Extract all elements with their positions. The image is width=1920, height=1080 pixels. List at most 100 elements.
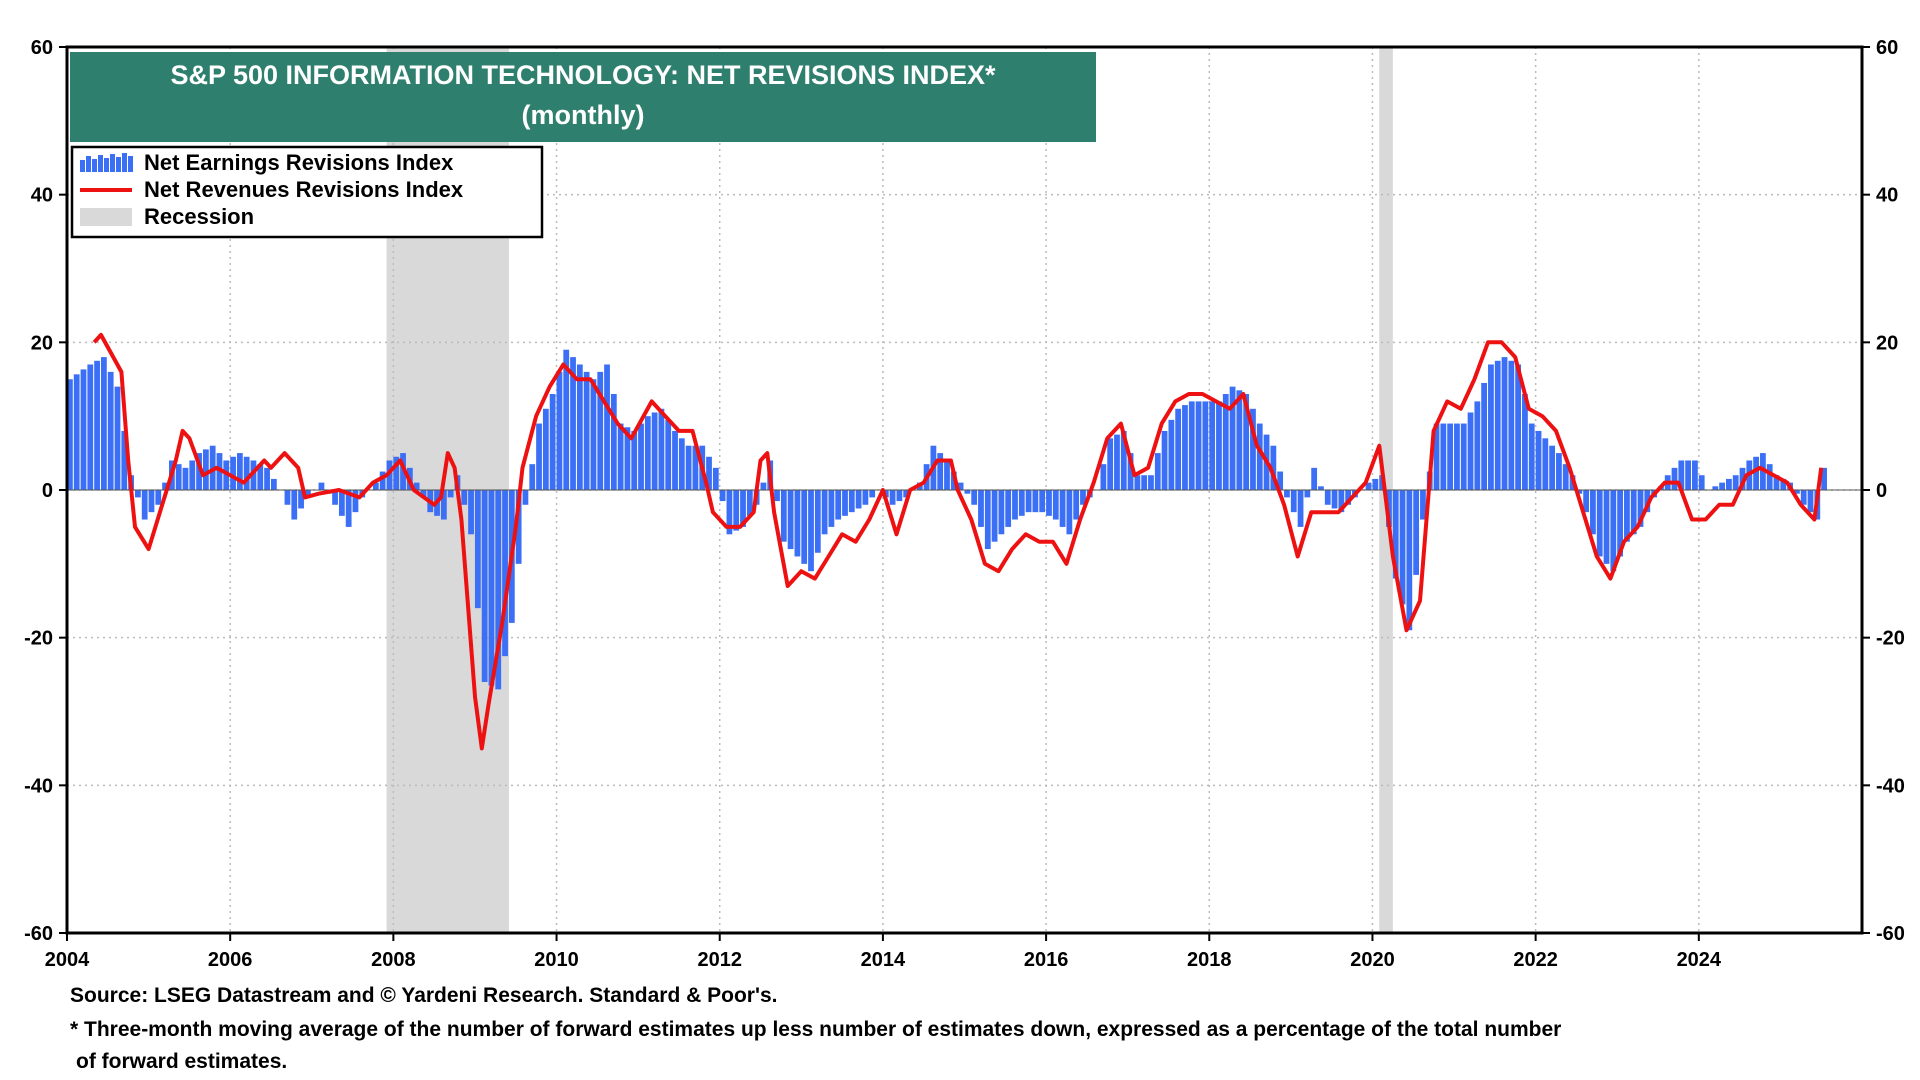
legend-label-revenues: Net Revenues Revisions Index (144, 177, 464, 202)
earnings-bar-70 (542, 408, 549, 490)
xtick-label: 2006 (208, 949, 253, 971)
earnings-bar-166 (1195, 401, 1202, 490)
earnings-bar-24 (230, 456, 236, 490)
earnings-bar-242 (1712, 486, 1719, 490)
earnings-bar-0 (67, 379, 73, 490)
earnings-bar-228 (1617, 490, 1624, 557)
footnote-line-2: of forward estimates. (76, 1050, 288, 1073)
ytick-label-left: -60 (24, 923, 53, 945)
earnings-bar-196 (1399, 490, 1406, 605)
earnings-bar-114 (842, 490, 848, 516)
earnings-bar-134 (978, 490, 984, 527)
earnings-bar-33 (291, 490, 298, 520)
earnings-bar-4 (94, 360, 100, 490)
legend-bar-swatch-part (128, 156, 133, 172)
earnings-bar-105 (780, 490, 787, 542)
earnings-bar-240 (1698, 475, 1705, 490)
xtick-label: 2022 (1513, 949, 1558, 971)
earnings-bar-197 (1406, 490, 1413, 631)
earnings-bar-179 (1284, 490, 1290, 498)
earnings-bar-5 (100, 357, 107, 490)
legend-bar-swatch-part (86, 156, 91, 172)
earnings-bar-6 (107, 371, 114, 490)
xtick-label: 2010 (534, 949, 579, 971)
chart-title: S&P 500 INFORMATION TECHNOLOGY: NET REVI… (170, 60, 996, 90)
earnings-bar-141 (1025, 490, 1032, 513)
earnings-bar-75 (576, 364, 583, 490)
earnings-bar-77 (590, 379, 597, 490)
earnings-bar-40 (338, 490, 345, 516)
earnings-bar-175 (1256, 423, 1263, 490)
earnings-bar-172 (1236, 390, 1243, 490)
earnings-bar-215 (1528, 423, 1535, 490)
earnings-bar-163 (1175, 408, 1182, 490)
earnings-bar-27 (250, 460, 257, 490)
earnings-bar-243 (1719, 482, 1725, 490)
earnings-bar-185 (1324, 490, 1331, 505)
earnings-bar-205 (1460, 423, 1467, 490)
earnings-bar-73 (563, 349, 570, 490)
source-note: Source: LSEG Datastream and © Yardeni Re… (70, 984, 778, 1007)
earnings-bar-164 (1182, 405, 1188, 490)
earnings-bar-64 (502, 490, 508, 657)
earnings-bar-159 (1148, 475, 1154, 490)
earnings-bar-96 (719, 490, 726, 502)
earnings-bar-143 (1039, 490, 1046, 513)
earnings-bar-74 (570, 357, 576, 490)
earnings-bar-71 (549, 394, 556, 490)
earnings-bar-7 (114, 386, 121, 490)
earnings-bar-207 (1474, 401, 1481, 490)
earnings-bar-222 (1576, 490, 1583, 494)
earnings-bar-144 (1046, 490, 1052, 516)
earnings-bar-167 (1202, 401, 1209, 490)
earnings-bar-224 (1590, 490, 1596, 535)
earnings-bar-131 (957, 482, 964, 490)
earnings-bar-217 (1542, 438, 1549, 490)
earnings-bar-41 (345, 490, 352, 527)
earnings-bar-97 (726, 490, 733, 535)
earnings-bar-161 (1161, 430, 1168, 490)
ytick-label-right: -20 (1876, 628, 1905, 650)
earnings-bar-89 (672, 430, 678, 490)
earnings-bar-244 (1726, 478, 1732, 490)
earnings-bar-46 (379, 471, 386, 490)
earnings-bar-132 (964, 490, 971, 494)
earnings-bar-155 (1120, 430, 1127, 490)
earnings-bar-11 (141, 490, 148, 520)
legend-bar-swatch-part (98, 155, 103, 172)
earnings-bar-111 (821, 490, 828, 535)
legend-bar-swatch-part (116, 157, 121, 172)
earnings-bar-59 (468, 490, 474, 535)
earnings-bar-186 (1331, 490, 1338, 509)
earnings-bar-158 (1141, 475, 1148, 490)
earnings-bar-35 (304, 490, 311, 498)
earnings-bar-72 (556, 371, 563, 490)
earnings-bar-48 (393, 456, 400, 490)
earnings-bar-160 (1154, 453, 1161, 490)
earnings-bar-110 (814, 490, 821, 553)
earnings-bar-220 (1562, 464, 1569, 490)
earnings-bar-42 (352, 490, 359, 513)
earnings-bar-199 (1420, 490, 1426, 520)
x-axis-ticks: 2004 2006 2008 2010 2012 2014 2016 2018 2020 2022… (45, 933, 1722, 971)
earnings-bar-117 (862, 490, 869, 505)
earnings-bar-49 (400, 453, 406, 490)
earnings-bar-98 (733, 490, 740, 531)
earnings-bar-227 (1610, 490, 1617, 572)
earnings-bar-252 (1780, 478, 1787, 490)
earnings-bar-183 (1311, 467, 1318, 490)
ytick-label-left: 20 (31, 332, 53, 354)
earnings-bar-113 (835, 490, 842, 520)
ytick-label-left: -40 (24, 775, 53, 797)
earnings-bar-211 (1501, 357, 1508, 490)
earnings-bar-238 (1685, 460, 1691, 490)
earnings-bar-191 (1365, 482, 1372, 490)
earnings-bar-137 (998, 490, 1005, 535)
earnings-bar-138 (1005, 490, 1012, 527)
earnings-bar-79 (604, 364, 610, 490)
earnings-bar-85 (644, 416, 651, 490)
earnings-bar-245 (1732, 475, 1739, 490)
earnings-bar-204 (1454, 423, 1460, 490)
earnings-bar-255 (1800, 490, 1807, 505)
earnings-bar-121 (889, 490, 896, 505)
